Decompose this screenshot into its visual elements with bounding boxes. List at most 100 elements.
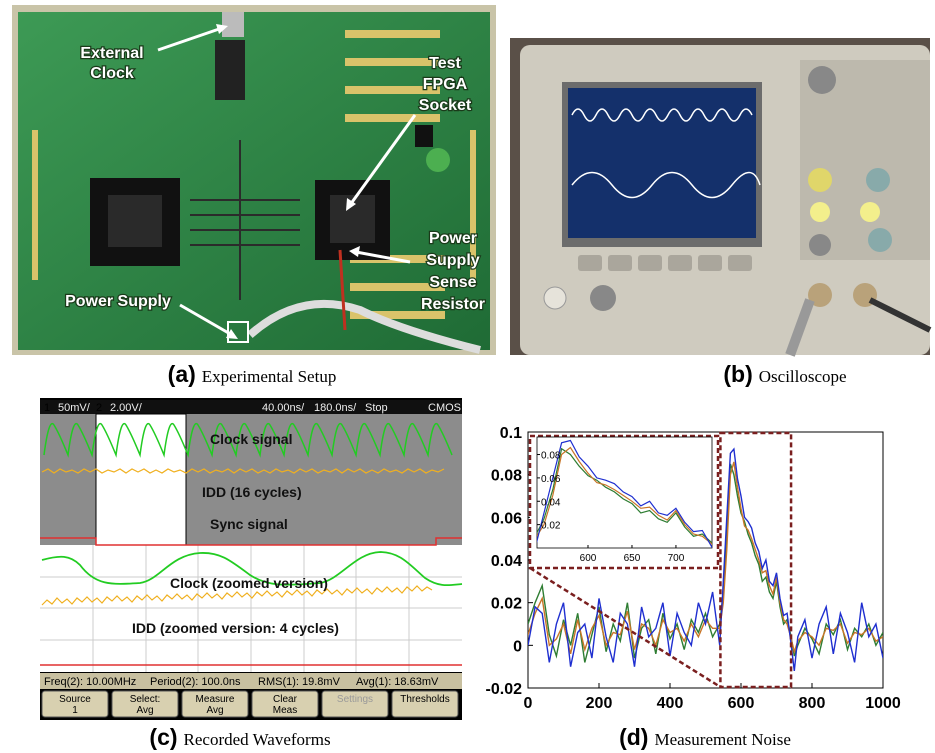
inset-x-tick-label: 700 [668,553,685,564]
decoration [808,66,836,94]
panel-b: (b) Oscilloscope [510,38,930,387]
softkey-label: Clear [273,694,298,705]
x-tick-label: 0 [524,695,533,712]
softkey-label: Source [59,694,91,705]
decoration [728,255,752,271]
decoration [868,228,892,252]
measurement: Period(2): 100.0ns [150,676,241,688]
y-tick-label: 0 [513,638,522,655]
status-text: 40.00ns/ [262,402,305,414]
annotation: Supply [426,252,479,269]
status-chip: 1 [44,402,50,414]
caption-text: Measurement Noise [654,730,790,749]
caption-text: Recorded Waveforms [184,730,331,749]
annotation: External [80,45,143,62]
y-tick-label: 0.08 [491,468,522,485]
softkey-label: Avg [206,705,223,716]
inset-x-tick-label: 650 [624,553,641,564]
decoration [860,202,880,222]
y-tick-label: 0.02 [491,596,522,613]
decoration [578,255,602,271]
y-tick-label: 0.04 [491,553,522,570]
status-text: 2.00V/ [110,402,143,414]
inset-x-tick-label: 600 [580,553,597,564]
x-tick-label: 200 [586,695,613,712]
inset-y-tick-label: 0.08 [541,451,561,462]
decoration [866,168,890,192]
panel-a: External Clock Test FPGA Socket Power Su… [12,5,496,387]
softkey-label: Select: [130,694,161,705]
panel-label: (b) [723,361,752,387]
decoration [668,255,692,271]
panel-label: (d) [619,724,648,750]
status-text: Stop [365,402,388,414]
figure: External Clock Test FPGA Socket Power Su… [0,0,935,753]
softkey-label: 1 [72,705,78,716]
softkey-label: Thresholds [400,694,449,705]
waveform-label: Clock (zoomed version) [170,575,328,591]
y-tick-label: 0.06 [491,510,522,527]
y-tick-label: -0.02 [486,681,523,698]
decoration [345,114,440,122]
decoration [544,287,566,309]
decoration [698,255,722,271]
decoration [810,202,830,222]
decoration [809,234,831,256]
chip [415,125,433,147]
softkey-label: Meas [273,705,297,716]
caption: (d) Measurement Noise [619,724,791,750]
decoration [32,130,38,280]
decoration [345,30,440,38]
caption-text: Experimental Setup [202,367,337,386]
decoration [590,285,616,311]
inset-y-tick-label: 0.04 [541,497,561,508]
decoration [345,58,440,66]
measurement: RMS(1): 19.8mV [258,676,341,688]
softkey-label: Avg [136,705,153,716]
status-text: 180.0ns/ [314,402,357,414]
caption: (b) Oscilloscope [723,361,846,387]
caption-text: Oscilloscope [759,367,847,386]
annotation: Power [429,230,477,247]
annotation: Clock [90,65,134,82]
status-text: CMOS [428,402,461,414]
clock-connector [222,12,244,37]
status-chip: 2 [96,402,102,414]
status-text: 50mV/ [58,402,91,414]
annotation: Socket [419,97,472,114]
annotation: Power Supply [65,293,171,310]
x-tick-label: 800 [799,695,826,712]
annotation: Test [429,55,461,72]
waveform-label: IDD (zoomed version: 4 cycles) [132,620,339,636]
decoration [808,168,832,192]
panel-label: (a) [168,361,196,387]
header [215,40,245,100]
measurement: Freq(2): 10.00MHz [44,676,136,688]
decoration [638,255,662,271]
capacitor [426,148,450,172]
waveform-label: Clock signal [210,431,292,447]
panel-c: 1 50mV/ 2 2.00V/ 40.00ns/ 180.0ns/ Stop … [40,398,462,750]
decoration [608,255,632,271]
annotation: Sense [429,274,476,291]
x-tick-label: 600 [728,695,755,712]
softkey-label: Measure [196,694,235,705]
annotation: FPGA [423,76,468,93]
status-bar [40,400,462,414]
panel-label: (c) [149,724,177,750]
waveform-label: IDD (16 cycles) [202,484,302,500]
waveform-label: Sync signal [210,516,288,532]
annotation: Resistor [421,296,485,313]
screen [568,88,756,238]
inset-y-tick-label: 0.06 [541,474,561,485]
inset-y-tick-label: 0.02 [541,521,561,532]
x-tick-label: 400 [657,695,684,712]
zoom-window [96,414,186,545]
softkey-label: Settings [337,694,373,705]
x-tick-label: 1000 [865,695,901,712]
caption: (c) Recorded Waveforms [149,724,330,750]
caption: (a) Experimental Setup [168,361,337,387]
y-tick-label: 0.1 [500,425,522,442]
socket-inner [108,195,162,247]
measurement: Avg(1): 18.63mV [356,676,439,688]
